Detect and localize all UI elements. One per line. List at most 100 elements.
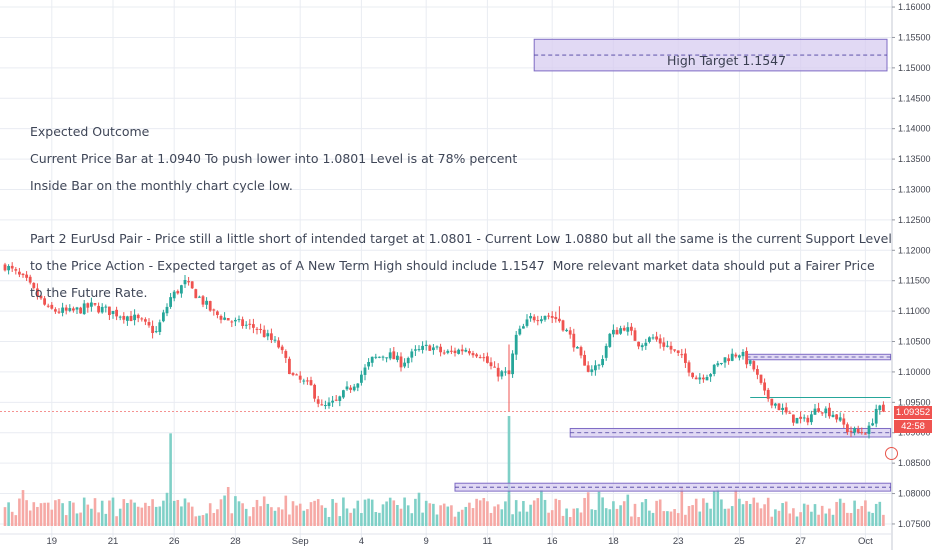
candle: [853, 428, 856, 433]
volume-bar: [212, 512, 216, 526]
volume-bar: [39, 503, 43, 526]
candle: [676, 350, 680, 353]
volume-bar: [626, 494, 630, 526]
candle: [241, 319, 244, 326]
volume-bar: [126, 503, 129, 526]
x-tick-label: Oct: [858, 536, 873, 547]
volume-bar: [100, 500, 104, 526]
y-tick-label: 1.08000: [898, 489, 931, 499]
candle: [547, 315, 550, 317]
volume-bar: [385, 501, 388, 526]
y-tick-label: 1.14500: [898, 93, 931, 103]
annotation-line: Current Price Bar at 1.0940 To push lowe…: [30, 150, 518, 166]
volume-bar: [248, 516, 252, 526]
alert-circle-icon[interactable]: [885, 447, 898, 460]
volume-bar: [583, 497, 586, 526]
volume-bar: [745, 500, 748, 526]
x-tick-label: 21: [108, 536, 119, 547]
candle: [280, 346, 284, 351]
volume-bar: [75, 513, 79, 526]
candle: [540, 319, 543, 322]
candle: [450, 350, 453, 352]
volume-bar: [586, 492, 590, 526]
volume-bar: [777, 510, 781, 526]
y-tick-label: 1.07500: [898, 519, 931, 529]
volume-bar: [774, 509, 777, 526]
candle: [115, 309, 118, 317]
candle: [176, 291, 180, 294]
x-tick-label: 23: [673, 536, 684, 547]
volume-bar: [493, 506, 496, 526]
candle: [802, 417, 806, 419]
volume-bar: [201, 515, 205, 526]
candle: [788, 412, 792, 414]
volume-bar: [187, 502, 190, 526]
volume-bar: [529, 504, 532, 526]
volume-bar: [93, 498, 97, 526]
candle: [421, 345, 424, 350]
volume-bar: [486, 501, 489, 526]
volume-bar: [435, 514, 439, 526]
volume-bar: [475, 498, 478, 526]
candle: [7, 266, 10, 271]
candle: [363, 367, 367, 375]
volume-bar: [511, 514, 514, 526]
volume-bar: [691, 505, 694, 526]
candle: [849, 430, 853, 432]
volume-bar: [716, 489, 720, 526]
candle: [813, 408, 817, 415]
x-tick-label: 25: [734, 536, 745, 547]
candle: [158, 322, 162, 332]
candle: [612, 329, 615, 335]
volume-bar: [241, 503, 244, 526]
volume-bar: [799, 512, 802, 526]
volume-bar: [345, 508, 349, 526]
volume-bar: [835, 501, 838, 526]
candle: [511, 353, 514, 375]
volume-bar: [97, 512, 100, 526]
volume-bar: [270, 507, 273, 526]
x-tick-label: 18: [608, 536, 619, 547]
volume-bar: [320, 505, 324, 526]
volume-bar: [536, 498, 540, 526]
volume-bar: [824, 513, 828, 526]
volume-bar: [432, 503, 435, 526]
candle: [838, 417, 842, 421]
volume-bar: [57, 499, 61, 526]
volume-bar: [360, 513, 363, 526]
candle: [684, 353, 687, 363]
volume-bar: [306, 509, 309, 526]
volume-bar: [363, 499, 367, 526]
volume-bar: [79, 512, 82, 526]
y-tick-label: 1.13000: [898, 184, 931, 194]
candle: [111, 310, 115, 314]
volume-bar: [54, 500, 57, 526]
candle: [759, 374, 763, 383]
candle: [637, 341, 640, 347]
candle: [738, 355, 741, 358]
candle: [39, 295, 43, 299]
candle: [673, 349, 676, 351]
candle: [54, 309, 57, 312]
candle: [432, 347, 435, 351]
y-tick-label: 1.12000: [898, 245, 931, 255]
candle: [43, 298, 46, 305]
y-tick-label: 1.15000: [898, 63, 931, 73]
candle: [396, 355, 399, 360]
volume-bar: [831, 514, 835, 526]
candle: [662, 342, 666, 347]
annotation-text: Expected Outcome Current Price Bar at 1.…: [30, 111, 892, 313]
high-target-label: High Target 1.1547: [667, 53, 787, 68]
volume-bar: [644, 499, 648, 526]
volume-bar: [756, 502, 759, 526]
volume-bar: [784, 501, 788, 526]
volume-bar: [532, 500, 536, 526]
x-tick-label: 28: [230, 536, 241, 547]
candle: [50, 304, 54, 309]
volume-bar: [252, 507, 255, 526]
y-tick-label: 1.11500: [898, 276, 930, 286]
volume-bar: [558, 500, 561, 526]
candle: [835, 414, 838, 420]
candle: [810, 414, 813, 423]
